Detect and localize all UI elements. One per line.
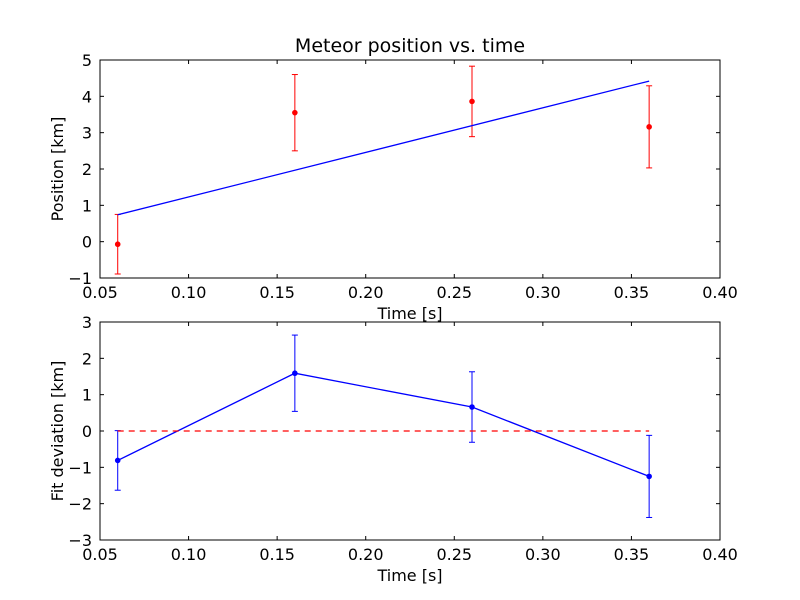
x-tick-label: 0.05 <box>82 545 118 564</box>
y-tick-label: 2 <box>82 160 92 179</box>
position-subplot: Meteor position vs. time Time [s] Positi… <box>48 35 738 323</box>
data-point <box>646 124 652 130</box>
y-tick-label: 2 <box>82 349 92 368</box>
x-tick-label: 0.35 <box>614 283 650 302</box>
y-tick-label: 4 <box>82 87 92 106</box>
y-tick-label: −3 <box>68 531 92 550</box>
x-tick-label: 0.30 <box>525 545 561 564</box>
y-tick-label: −2 <box>68 495 92 514</box>
y-tick-label: 3 <box>82 124 92 143</box>
x-tick-label: 0.15 <box>259 283 295 302</box>
x-axis-label: Time [s] <box>376 566 442 585</box>
data-point <box>292 370 298 377</box>
x-tick-label: 0.35 <box>614 545 650 564</box>
deviation-subplot: Time [s] Fit deviation [km] 0.05 0.10 0.15… <box>48 313 738 585</box>
data-point <box>469 404 475 410</box>
x-tick-label: 0.25 <box>436 545 472 564</box>
plot-marks <box>114 334 653 518</box>
x-tick-label: 0.30 <box>525 283 561 302</box>
axis-ticks: 0.05 0.10 0.15 0.20 0.25 0.30 0.35 0.40 −3 −2 −1 0 1… <box>68 313 737 564</box>
y-tick-label: −1 <box>68 269 92 288</box>
fit-line <box>117 80 650 216</box>
y-tick-label: 5 <box>82 51 92 70</box>
y-axis-label: Position [km] <box>48 117 67 222</box>
data-point <box>646 473 652 480</box>
y-tick-label: 1 <box>82 196 92 215</box>
deviation-line <box>117 372 650 478</box>
data-point <box>292 109 298 116</box>
x-tick-label: 0.20 <box>348 545 384 564</box>
x-tick-label: 0.05 <box>82 283 118 302</box>
x-tick-label: 0.15 <box>259 545 295 564</box>
y-tick-label: −1 <box>68 458 92 477</box>
x-axis-label: Time [s] <box>376 304 442 323</box>
y-axis-label: Fit deviation [km] <box>48 361 67 502</box>
y-tick-label: 0 <box>82 233 92 252</box>
chart-title: Meteor position vs. time <box>295 35 525 57</box>
axis-ticks: 0.05 0.10 0.15 0.20 0.25 0.30 0.35 0.40 −1 0 1 2 3 4 5 <box>68 51 737 302</box>
y-tick-label: 0 <box>82 422 92 441</box>
x-tick-label: 0.40 <box>702 545 738 564</box>
data-point <box>469 98 475 105</box>
plot-marks <box>114 65 653 275</box>
x-tick-label: 0.20 <box>348 283 384 302</box>
x-tick-label: 0.10 <box>171 545 207 564</box>
y-tick-label: 1 <box>82 386 92 405</box>
x-tick-label: 0.10 <box>171 283 207 302</box>
y-tick-label: 3 <box>82 313 92 332</box>
x-tick-label: 0.40 <box>702 283 738 302</box>
data-point <box>114 457 121 464</box>
data-point <box>114 241 121 248</box>
x-tick-label: 0.25 <box>436 283 472 302</box>
